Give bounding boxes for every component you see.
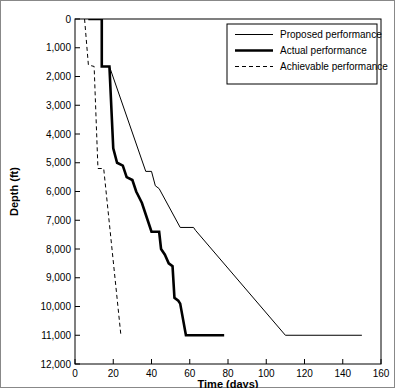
x-tick <box>113 359 114 364</box>
x-tick-label: 140 <box>334 368 351 379</box>
y-tick-label: 2,000 <box>46 71 71 82</box>
x-tick <box>266 359 267 364</box>
y-tick-label: 1,000 <box>46 42 71 53</box>
y-tick <box>75 47 80 48</box>
outer-border <box>1 1 395 388</box>
chart: 02040608010012014016001,0002,0003,0004,0… <box>0 0 395 388</box>
y-tick-label: 9,000 <box>46 272 71 283</box>
y-tick <box>75 220 80 221</box>
y-tick <box>75 335 80 336</box>
y-tick <box>75 277 80 278</box>
y-tick-label: 8,000 <box>46 244 71 255</box>
y-tick-label: 3,000 <box>46 100 71 111</box>
x-tick <box>342 359 343 364</box>
legend-label: Proposed performance <box>280 29 382 40</box>
x-tick <box>151 359 152 364</box>
series-line <box>85 19 121 335</box>
y-tick-label: 4,000 <box>46 129 71 140</box>
series-line <box>88 19 224 335</box>
legend-swatch <box>235 66 273 67</box>
x-tick-label: 60 <box>184 368 196 379</box>
x-tick-label: 40 <box>146 368 158 379</box>
y-tick-label: 10,000 <box>40 301 71 312</box>
legend-label: Achievable performance <box>280 61 388 72</box>
y-tick <box>75 134 80 135</box>
x-tick-label: 160 <box>373 368 390 379</box>
y-tick-label: 7,000 <box>46 215 71 226</box>
y-tick-label: 5,000 <box>46 157 71 168</box>
y-tick-label: 6,000 <box>46 186 71 197</box>
legend-swatch <box>235 34 273 35</box>
x-tick <box>304 359 305 364</box>
legend-label: Actual performance <box>280 45 367 56</box>
y-tick-label: 12,000 <box>40 359 71 370</box>
y-tick <box>75 76 80 77</box>
x-axis-label: Time (days) <box>198 378 259 388</box>
y-tick-label: 0 <box>65 14 71 25</box>
y-tick <box>75 306 80 307</box>
y-tick <box>75 105 80 106</box>
x-tick-label: 120 <box>296 368 313 379</box>
x-tick <box>228 359 229 364</box>
y-tick-label: 11,000 <box>41 330 71 341</box>
legend: Proposed performance Actual performance Ac… <box>227 24 388 84</box>
x-tick <box>189 359 190 364</box>
legend-swatch <box>235 49 273 52</box>
y-tick <box>75 249 80 250</box>
x-tick-label: 100 <box>258 368 275 379</box>
y-tick <box>75 191 80 192</box>
y-tick <box>75 162 80 163</box>
y-axis-label: Depth (ft) <box>8 167 20 216</box>
x-tick-label: 20 <box>108 368 120 379</box>
x-tick-label: 0 <box>72 368 78 379</box>
